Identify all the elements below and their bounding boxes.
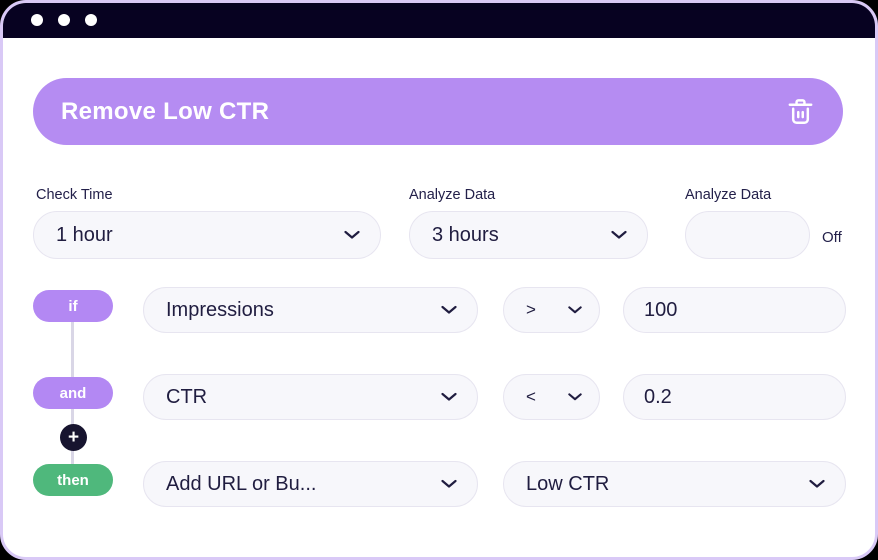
analyze-data-2-label: Analyze Data xyxy=(685,187,772,203)
if-metric-value: Impressions xyxy=(166,298,274,321)
and-value-pill xyxy=(623,374,846,420)
analyze-data-label: Analyze Data xyxy=(409,187,496,203)
trash-icon xyxy=(787,97,814,126)
chevron-down-icon xyxy=(568,393,582,401)
chevron-down-icon xyxy=(611,230,627,240)
and-operator-select[interactable]: < xyxy=(503,374,600,420)
if-badge: if xyxy=(33,290,113,322)
if-value-pill xyxy=(623,287,846,333)
and-metric-value: CTR xyxy=(166,385,208,408)
analyze-data-2-input[interactable] xyxy=(686,223,809,247)
chevron-down-icon xyxy=(441,305,457,315)
and-badge: and xyxy=(33,377,113,409)
then-action-select[interactable]: Add URL or Bu... xyxy=(143,461,478,507)
then-target-value: Low CTR xyxy=(526,472,610,495)
check-time-label: Check Time xyxy=(36,187,113,203)
analyze-data-value: 3 hours xyxy=(432,223,499,246)
check-time-select[interactable]: 1 hour xyxy=(33,211,381,259)
and-metric-select[interactable]: CTR xyxy=(143,374,478,420)
chevron-down-icon xyxy=(344,230,360,240)
delete-rule-button[interactable] xyxy=(785,97,815,127)
then-action-value: Add URL or Bu... xyxy=(166,472,317,495)
chevron-down-icon xyxy=(809,479,825,489)
if-operator-select[interactable]: > xyxy=(503,287,600,333)
then-target-select[interactable]: Low CTR xyxy=(503,461,846,507)
rule-title: Remove Low CTR xyxy=(61,97,270,125)
plus-icon: + xyxy=(67,427,80,448)
window-dot-icon xyxy=(85,14,97,26)
browser-titlebar xyxy=(3,3,875,38)
if-metric-select[interactable]: Impressions xyxy=(143,287,478,333)
if-value-input[interactable] xyxy=(624,298,845,322)
if-operator-value: > xyxy=(526,300,536,319)
add-condition-button[interactable]: + xyxy=(60,424,87,451)
analyze-data-select[interactable]: 3 hours xyxy=(409,211,648,259)
rule-header: Remove Low CTR xyxy=(33,78,843,145)
window-dot-icon xyxy=(58,14,70,26)
then-badge: then xyxy=(33,464,113,496)
analyze-data-2-input-pill xyxy=(685,211,810,259)
chevron-down-icon xyxy=(568,306,582,314)
chevron-down-icon xyxy=(441,479,457,489)
off-toggle-label: Off xyxy=(822,229,842,246)
chevron-down-icon xyxy=(441,392,457,402)
and-operator-value: < xyxy=(526,387,536,406)
window-dot-icon xyxy=(31,14,43,26)
check-time-value: 1 hour xyxy=(56,223,113,246)
and-value-input[interactable] xyxy=(624,385,845,409)
